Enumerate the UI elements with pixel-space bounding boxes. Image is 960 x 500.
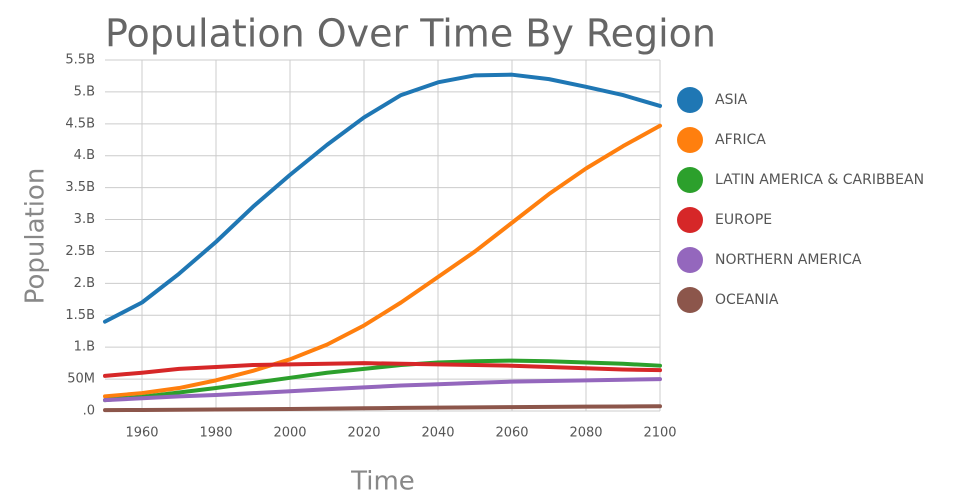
- x-tick-label: 2040: [421, 426, 454, 441]
- x-tick-label: 2000: [273, 426, 306, 441]
- legend-marker: [677, 127, 703, 153]
- y-tick-label: 5.5B: [65, 53, 95, 68]
- legend-label: OCEANIA: [715, 292, 779, 308]
- series-line: [103, 377, 662, 403]
- y-axis-label: Population: [21, 168, 51, 305]
- y-tick-label: 2.5B: [65, 244, 95, 259]
- y-tick-label: 1.5B: [65, 308, 95, 323]
- x-tick-label: 2100: [643, 426, 676, 441]
- legend-marker: [677, 87, 703, 113]
- y-tick-label: .0: [83, 404, 95, 419]
- y-tick-label: 4.5B: [65, 116, 95, 131]
- y-tick-label: 2.B: [74, 276, 95, 291]
- legend-marker: [677, 207, 703, 233]
- legend-label: LATIN AMERICA & CARIBBEAN: [715, 172, 924, 188]
- series-line: [103, 358, 662, 403]
- y-tick-label: 3.B: [74, 212, 95, 227]
- x-tick-label: 2080: [569, 426, 602, 441]
- series-line: [103, 72, 662, 324]
- y-tick-label: 1.B: [74, 340, 95, 355]
- legend-marker: [677, 287, 703, 313]
- x-tick-label: 1980: [199, 426, 232, 441]
- legend-label: EUROPE: [715, 212, 772, 228]
- x-tick-label: 1960: [125, 426, 158, 441]
- legend-marker: [677, 167, 703, 193]
- x-tick-label: 2020: [347, 426, 380, 441]
- series-line: [103, 361, 662, 378]
- series-line: [103, 404, 662, 413]
- series-line: [103, 123, 662, 399]
- y-tick-label: 4.B: [74, 148, 95, 163]
- legend-marker: [677, 247, 703, 273]
- y-tick-label: 50M: [67, 372, 95, 387]
- x-axis-label: Time: [350, 467, 415, 497]
- y-tick-label: 5.B: [74, 84, 95, 99]
- chart-title: Population Over Time By Region: [105, 12, 716, 56]
- legend-label: AFRICA: [715, 132, 766, 148]
- x-tick-label: 2060: [495, 426, 528, 441]
- legend-label: NORTHERN AMERICA: [715, 252, 862, 268]
- y-tick-label: 3.5B: [65, 180, 95, 195]
- legend-label: ASIA: [715, 92, 748, 108]
